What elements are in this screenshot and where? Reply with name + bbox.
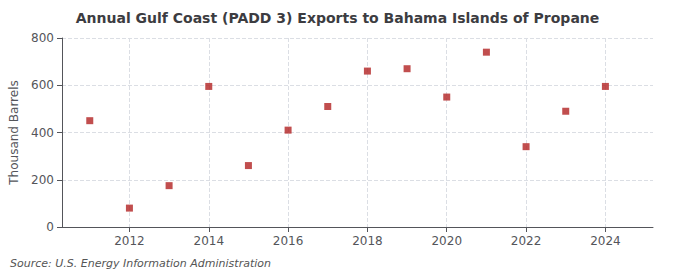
svg-text:Annual Gulf Coast (PADD 3) Exp: Annual Gulf Coast (PADD 3) Exports to Ba… [76, 10, 600, 26]
svg-text:2012: 2012 [114, 234, 145, 248]
svg-text:Thousand Barrels: Thousand Barrels [7, 80, 21, 185]
svg-text:2020: 2020 [431, 234, 462, 248]
svg-text:2016: 2016 [273, 234, 304, 248]
svg-text:200: 200 [31, 173, 54, 187]
svg-text:Source: U.S. Energy Informatio: Source: U.S. Energy Information Administ… [10, 257, 271, 270]
svg-text:800: 800 [31, 31, 54, 45]
svg-text:2022: 2022 [511, 234, 542, 248]
svg-text:2018: 2018 [352, 234, 383, 248]
svg-text:600: 600 [31, 78, 54, 92]
svg-text:2024: 2024 [590, 234, 621, 248]
svg-text:0: 0 [46, 220, 54, 234]
svg-text:400: 400 [31, 126, 54, 140]
svg-text:2014: 2014 [193, 234, 224, 248]
